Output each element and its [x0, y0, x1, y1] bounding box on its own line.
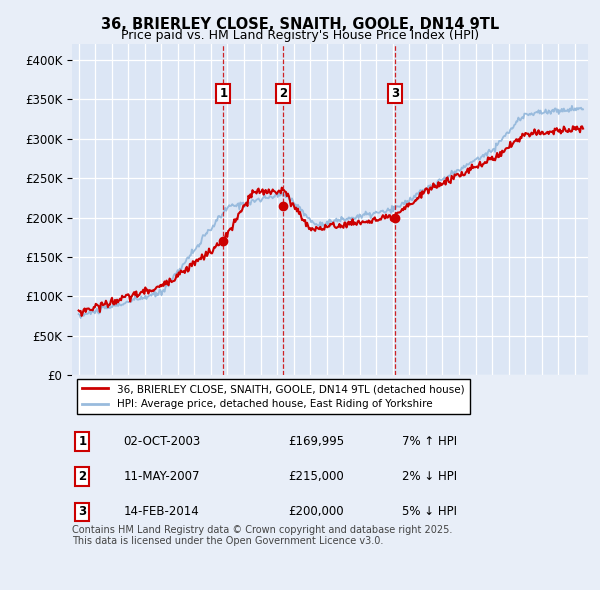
Text: 2% ↓ HPI: 2% ↓ HPI — [402, 470, 457, 483]
Text: 11-MAY-2007: 11-MAY-2007 — [124, 470, 200, 483]
Text: 02-OCT-2003: 02-OCT-2003 — [124, 435, 201, 448]
Text: 14-FEB-2014: 14-FEB-2014 — [124, 506, 199, 519]
Text: 36, BRIERLEY CLOSE, SNAITH, GOOLE, DN14 9TL: 36, BRIERLEY CLOSE, SNAITH, GOOLE, DN14 … — [101, 17, 499, 31]
Text: £215,000: £215,000 — [289, 470, 344, 483]
Text: £200,000: £200,000 — [289, 506, 344, 519]
Text: 2: 2 — [279, 87, 287, 100]
Legend: 36, BRIERLEY CLOSE, SNAITH, GOOLE, DN14 9TL (detached house), HPI: Average price: 36, BRIERLEY CLOSE, SNAITH, GOOLE, DN14 … — [77, 379, 470, 414]
Text: 5% ↓ HPI: 5% ↓ HPI — [402, 506, 457, 519]
Text: 1: 1 — [219, 87, 227, 100]
Text: 7% ↑ HPI: 7% ↑ HPI — [402, 435, 457, 448]
Text: 1: 1 — [78, 435, 86, 448]
Text: 2: 2 — [78, 470, 86, 483]
Text: 3: 3 — [78, 506, 86, 519]
Text: Contains HM Land Registry data © Crown copyright and database right 2025.
This d: Contains HM Land Registry data © Crown c… — [72, 525, 452, 546]
Text: £169,995: £169,995 — [289, 435, 345, 448]
Text: 3: 3 — [391, 87, 399, 100]
Text: Price paid vs. HM Land Registry's House Price Index (HPI): Price paid vs. HM Land Registry's House … — [121, 30, 479, 42]
